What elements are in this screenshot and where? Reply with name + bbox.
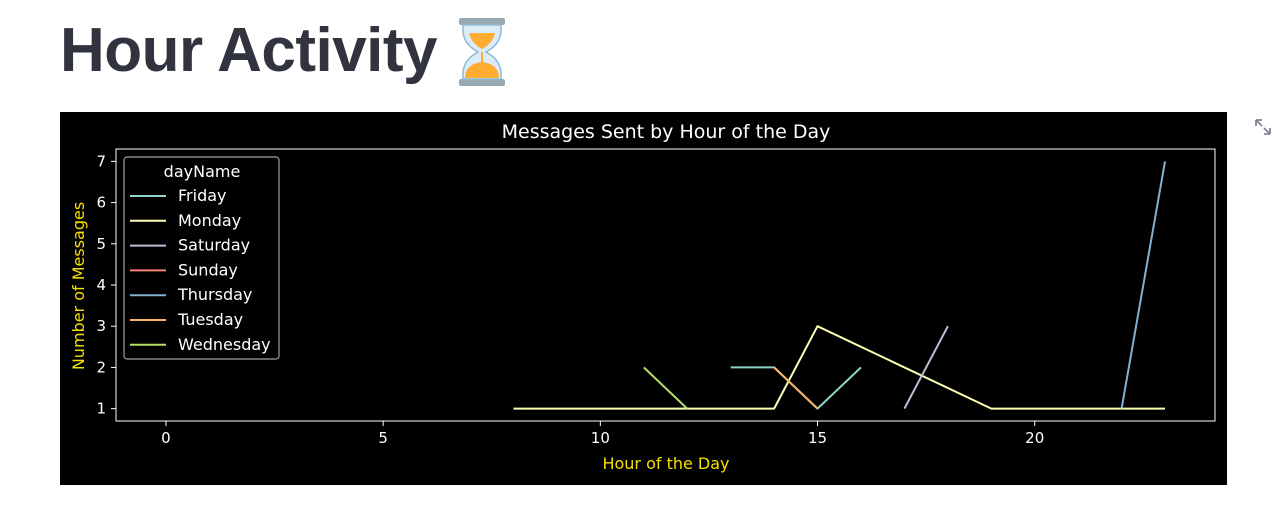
series-lines [513, 161, 1166, 410]
fullscreen-expand-icon[interactable] [1254, 118, 1272, 136]
axis-ticks: 0 5 10 15 20 1 2 3 4 5 6 7 [96, 152, 1044, 447]
y-tick-label: 2 [96, 358, 106, 376]
legend-label-friday: Friday [178, 186, 227, 205]
series-line-monday [513, 325, 1165, 410]
x-tick-label: 10 [591, 429, 610, 447]
y-tick-label: 3 [96, 317, 106, 335]
legend-label-wednesday: Wednesday [178, 335, 271, 354]
y-tick-label: 1 [96, 400, 106, 418]
plot-frame [115, 148, 1216, 422]
page-title: Hour Activity [60, 10, 507, 90]
legend: dayName Friday Monday Saturday Sunday Thursd… [123, 156, 280, 360]
x-tick-label: 0 [161, 429, 171, 447]
series-line-tuesday [773, 366, 819, 410]
page-title-text: Hour Activity [60, 15, 438, 85]
y-axis-label: Number of Messages [69, 202, 88, 370]
chart-title: Messages Sent by Hour of the Day [502, 121, 831, 143]
legend-label-sunday: Sunday [178, 260, 238, 279]
line-chart: Messages Sent by Hour of the Day Hour of… [69, 121, 1216, 473]
y-tick-label: 7 [96, 152, 106, 170]
legend-entries: Friday Monday Saturday Sunday Thursday Tuesda… [130, 186, 271, 354]
x-tick-label: 15 [808, 429, 827, 447]
hourglass-icon [459, 18, 506, 86]
x-tick-label: 5 [378, 429, 388, 447]
legend-label-thursday: Thursday [177, 285, 252, 304]
legend-box [123, 156, 280, 360]
legend-title: dayName [164, 162, 241, 181]
series-line-thursday [1120, 161, 1166, 409]
chart-figure: Messages Sent by Hour of the Day Hour of… [60, 112, 1227, 485]
y-tick-label: 4 [96, 276, 106, 294]
legend-label-tuesday: Tuesday [177, 310, 243, 329]
x-axis-label: Hour of the Day [602, 454, 729, 473]
series-line-wednesday [643, 366, 688, 410]
y-tick-label: 5 [96, 235, 106, 253]
y-tick-label: 6 [96, 194, 106, 212]
series-line-saturday [903, 325, 949, 410]
legend-label-monday: Monday [178, 211, 241, 230]
x-tick-label: 20 [1025, 429, 1044, 447]
legend-label-saturday: Saturday [178, 236, 250, 255]
